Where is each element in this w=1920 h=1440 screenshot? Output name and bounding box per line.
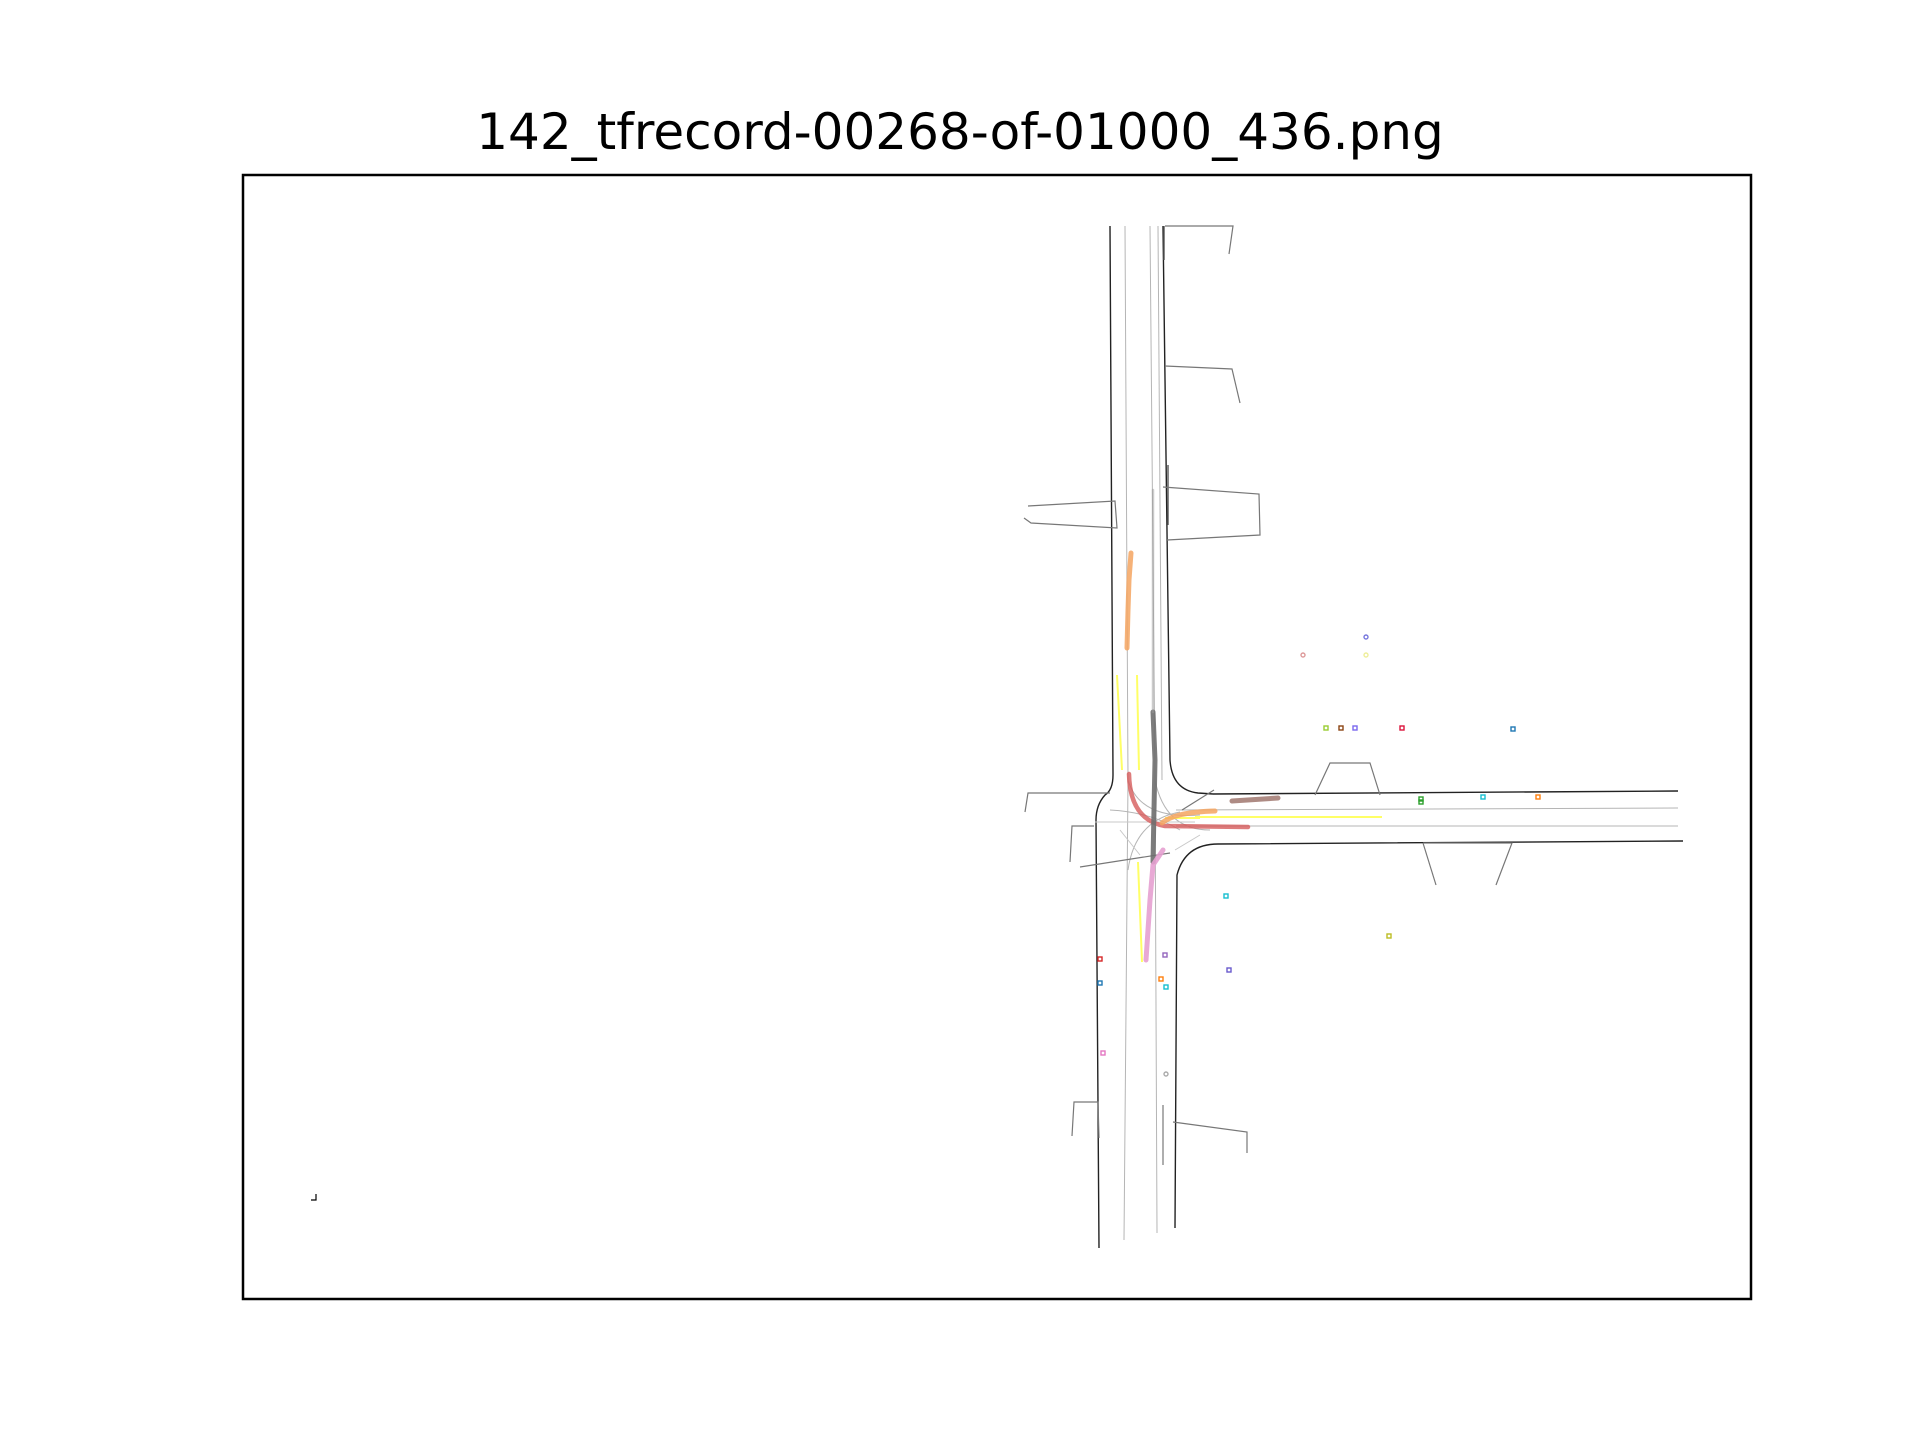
trajectory-orange-east [1159, 808, 1218, 826]
stop-lines [1116, 674, 1382, 963]
plot-frame [241, 173, 1753, 1301]
agent-markers [1097, 634, 1541, 1077]
trajectory-orange-north [1124, 550, 1134, 651]
crosswalk-outlines [1023, 225, 1513, 1165]
lane-centerlines [1095, 225, 1679, 1241]
corner-marker [311, 1194, 317, 1201]
figure-title: 142_tfrecord-00268-of-01000_436.png [476, 103, 1444, 161]
trajectory-red-left-turn [1126, 771, 1251, 830]
road-edges [1095, 225, 1684, 1249]
trajectory-brown-east [1229, 795, 1281, 804]
trajectory-gray-ego [1150, 709, 1158, 865]
agent-trajectories [1124, 488, 1281, 963]
trajectory-pink-south [1143, 847, 1166, 963]
